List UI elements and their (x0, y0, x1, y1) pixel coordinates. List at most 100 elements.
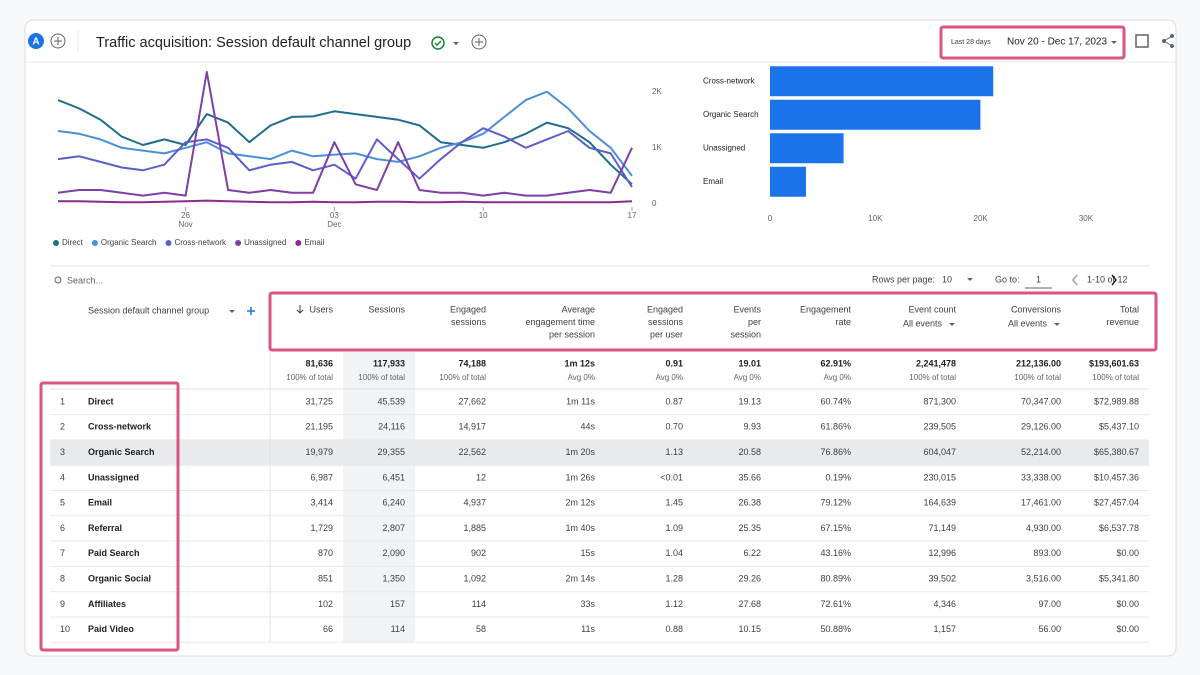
row-metric: 12,996 (928, 548, 956, 558)
column-header[interactable]: Users (309, 304, 333, 314)
column-header[interactable]: per (748, 317, 761, 327)
row-metric: 1.09 (665, 523, 683, 533)
y-tick-label: 0 (652, 199, 657, 208)
column-header[interactable]: Events (733, 304, 761, 314)
row-metric: 902 (471, 548, 486, 558)
row-metric: $65,380.67 (1094, 447, 1139, 457)
row-metric: 52,214.00 (1021, 447, 1061, 457)
row-metric: 1,885 (463, 523, 486, 533)
row-dimension: Unassigned (88, 472, 139, 482)
row-metric: 56.00 (1038, 624, 1061, 634)
date-preset: Last 28 days (951, 39, 991, 46)
x-tick-label: 0 (768, 214, 773, 223)
row-rank: 4 (60, 472, 65, 482)
x-tick-month: Dec (327, 220, 341, 229)
row-metric: 1.04 (665, 548, 683, 558)
row-metric: 26.38 (738, 498, 761, 508)
row-metric: 22,562 (458, 447, 486, 457)
column-header[interactable]: Engaged (647, 304, 683, 314)
column-header[interactable]: Sessions (368, 304, 405, 314)
row-metric: 29,355 (377, 447, 405, 457)
row-metric: 61.86% (820, 422, 851, 432)
column-header[interactable]: engagement time (525, 317, 595, 327)
row-rank: 3 (60, 447, 65, 457)
total-value: 81,636 (305, 358, 333, 368)
row-metric: 871,300 (923, 396, 956, 406)
row-metric: 239,505 (923, 422, 956, 432)
row-metric: 17,461.00 (1021, 498, 1061, 508)
row-metric: <0.01 (660, 472, 683, 482)
legend-label: Email (304, 238, 324, 247)
legend-swatch (295, 240, 301, 246)
row-metric: 9.93 (743, 422, 761, 432)
row-metric: 27.68 (738, 599, 761, 609)
row-metric: 20.58 (738, 447, 761, 457)
column-header[interactable]: rate (835, 317, 851, 327)
column-header[interactable]: sessions (648, 317, 684, 327)
legend-swatch (165, 240, 171, 246)
row-metric: 851 (318, 573, 333, 583)
row-metric: 157 (390, 599, 405, 609)
row-metric: 1,092 (463, 573, 486, 583)
x-tick-month: Nov (178, 220, 192, 229)
row-metric: 0.19% (825, 472, 851, 482)
report-title: Traffic acquisition: Session default cha… (96, 35, 411, 51)
row-metric: 0.88 (665, 624, 683, 634)
column-header[interactable]: Conversions (1011, 304, 1062, 314)
x-tick-label: 03 (330, 211, 339, 220)
row-metric: 230,015 (923, 472, 956, 482)
row-metric: 3,516.00 (1026, 573, 1061, 583)
x-tick-label: 17 (628, 211, 637, 220)
column-header[interactable]: per user (650, 329, 683, 339)
total-note: 100% of total (439, 373, 486, 382)
search-input[interactable]: Search... (67, 275, 103, 285)
report-card (25, 20, 1176, 656)
row-metric: 1,157 (933, 624, 956, 634)
column-header[interactable]: per session (549, 329, 595, 339)
row-metric: $5,437.10 (1099, 422, 1139, 432)
bar (770, 100, 980, 130)
total-note: Avg 0% (734, 373, 761, 382)
column-subheader[interactable]: All events (1008, 318, 1048, 328)
row-rank: 5 (60, 498, 65, 508)
row-metric: 164,639 (923, 498, 956, 508)
legend-label: Direct (62, 238, 84, 247)
column-header[interactable]: Total (1120, 304, 1139, 314)
row-metric: 870 (318, 548, 333, 558)
column-header[interactable]: Session default channel group (88, 305, 209, 315)
row-metric: 14,917 (458, 422, 486, 432)
row-metric: 35.66 (738, 472, 761, 482)
row-metric: 4,937 (463, 498, 486, 508)
legend-label: Unassigned (244, 238, 286, 247)
bar-category-label: Unassigned (703, 143, 745, 152)
total-value: 2,241,478 (916, 358, 956, 368)
column-header[interactable]: sessions (451, 317, 487, 327)
row-rank: 9 (60, 599, 65, 609)
row-dimension: Paid Search (88, 548, 140, 558)
column-header[interactable]: Event count (908, 304, 956, 314)
bar (770, 66, 993, 96)
row-dimension: Affiliates (88, 599, 126, 609)
column-header[interactable]: Average (562, 304, 595, 314)
row-metric: 0.87 (665, 396, 683, 406)
badge-letter: A (32, 37, 39, 48)
row-metric: 76.86% (820, 447, 851, 457)
row-metric: 31,725 (305, 396, 333, 406)
column-header[interactable]: session (730, 329, 761, 339)
legend-swatch (235, 240, 241, 246)
rows-per-page-value[interactable]: 10 (942, 274, 952, 284)
row-metric: 58 (476, 624, 486, 634)
row-dimension: Direct (88, 396, 114, 406)
row-metric: 25.35 (738, 523, 761, 533)
row-metric: 80.89% (820, 573, 851, 583)
column-header[interactable]: revenue (1106, 317, 1139, 327)
row-metric: 21,195 (305, 422, 333, 432)
column-header[interactable]: Engaged (450, 304, 486, 314)
total-note: 100% of total (1014, 373, 1061, 382)
row-metric: 6.22 (743, 548, 761, 558)
column-subheader[interactable]: All events (903, 318, 943, 328)
row-metric: 79.12% (820, 498, 851, 508)
column-header[interactable]: Engagement (800, 304, 852, 314)
goto-value[interactable]: 1 (1036, 274, 1041, 284)
